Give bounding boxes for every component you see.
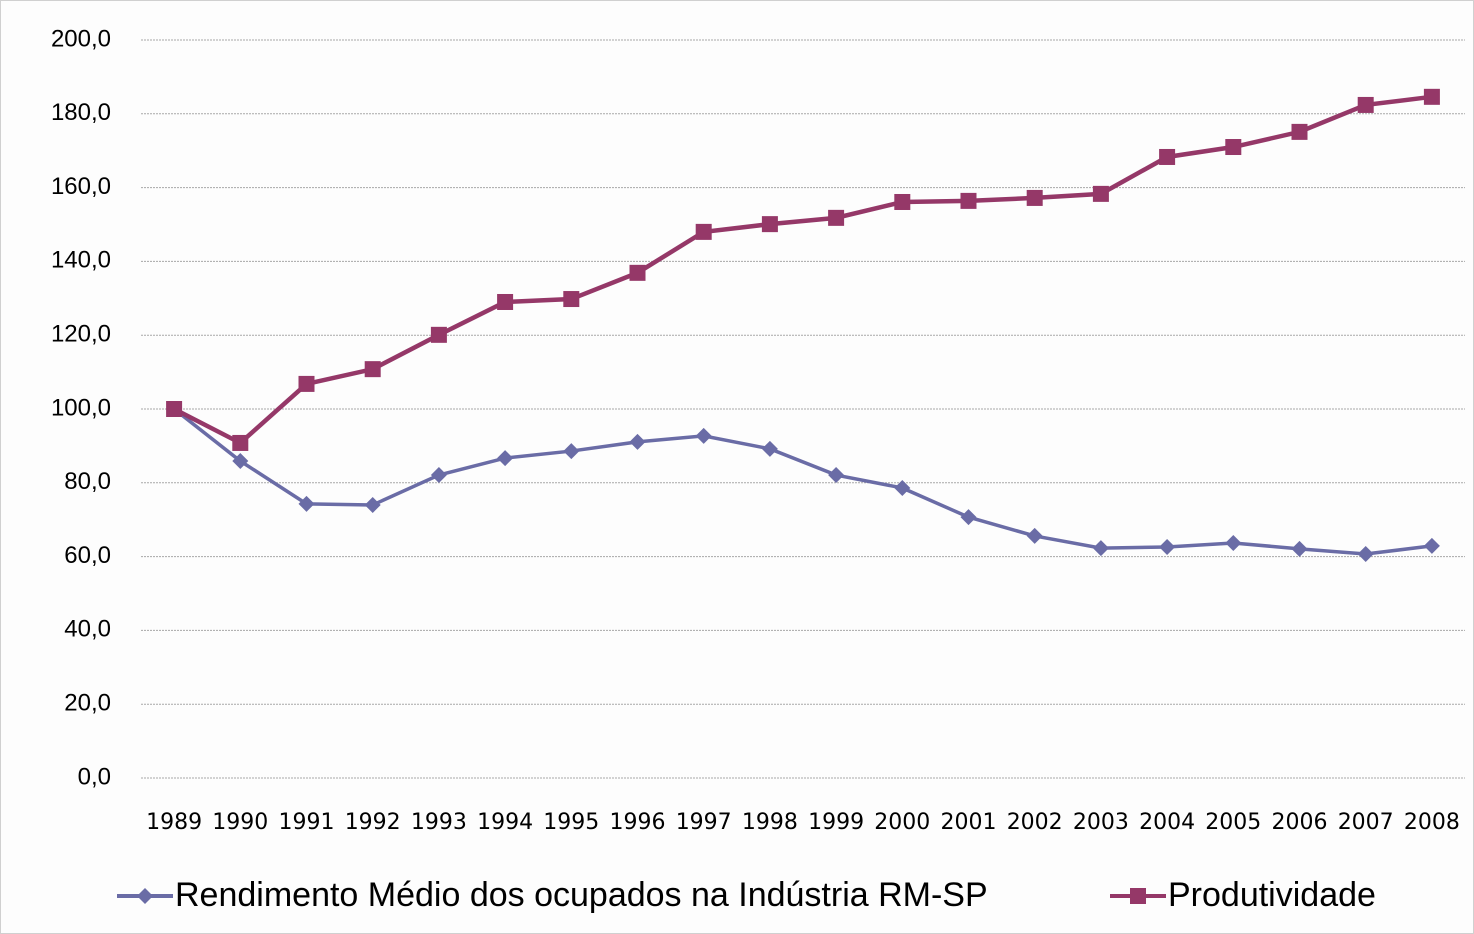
y-tick-label: 20,0	[64, 690, 111, 717]
x-tick-label: 1996	[610, 810, 666, 835]
data-point	[1092, 540, 1109, 557]
data-point	[1291, 123, 1308, 140]
data-point	[695, 427, 712, 444]
data-point	[563, 443, 580, 460]
data-point	[695, 223, 712, 240]
y-tick-label: 0,0	[78, 763, 111, 790]
data-point	[1026, 189, 1043, 206]
y-tick-label: 120,0	[51, 321, 111, 348]
x-tick-label: 2001	[941, 810, 997, 835]
data-point	[1225, 139, 1242, 156]
data-point	[232, 453, 249, 470]
x-tick-label: 1989	[146, 810, 202, 835]
x-tick-label: 2005	[1205, 810, 1261, 835]
x-tick-label: 1995	[543, 810, 599, 835]
y-tick-label: 100,0	[51, 394, 111, 421]
y-tick-label: 180,0	[51, 99, 111, 126]
data-point	[761, 440, 778, 457]
data-point	[960, 509, 977, 526]
data-point	[563, 291, 580, 308]
data-point	[497, 293, 514, 310]
data-point	[894, 479, 911, 496]
legend-marker	[137, 888, 153, 904]
data-point	[232, 434, 249, 451]
data-point	[364, 496, 381, 513]
data-point	[1159, 539, 1176, 556]
x-tick-label: 2000	[874, 810, 930, 835]
data-point	[1026, 527, 1043, 544]
x-tick-label: 2004	[1139, 810, 1195, 835]
data-point	[364, 361, 381, 378]
x-tick-label: 1991	[279, 810, 335, 835]
data-point	[629, 433, 646, 450]
data-point	[298, 495, 315, 512]
data-point	[298, 375, 315, 392]
x-tick-label: 1994	[477, 810, 533, 835]
data-point	[1291, 540, 1308, 557]
data-point	[1159, 148, 1176, 165]
data-point	[894, 193, 911, 210]
x-tick-label: 2007	[1338, 810, 1394, 835]
data-point	[166, 401, 183, 417]
data-point	[1423, 537, 1440, 554]
y-tick-label: 140,0	[51, 247, 111, 274]
data-point	[430, 467, 447, 484]
data-point	[960, 192, 977, 209]
y-tick-label: 80,0	[64, 468, 111, 495]
data-point	[1357, 96, 1374, 113]
y-tick-label: 40,0	[64, 616, 111, 643]
data-point	[761, 216, 778, 233]
data-point	[430, 326, 447, 343]
x-tick-label: 1990	[212, 810, 268, 835]
data-point	[828, 209, 845, 226]
series-line	[173, 94, 1433, 446]
legend-marker	[1130, 888, 1146, 904]
data-point	[629, 264, 646, 281]
data-point	[1225, 534, 1242, 551]
x-tick-label: 2002	[1007, 810, 1063, 835]
x-tick-label: 2008	[1404, 810, 1460, 835]
data-point	[1357, 546, 1374, 563]
data-point	[497, 450, 514, 467]
x-tick-label: 2003	[1073, 810, 1129, 835]
data-point	[1423, 88, 1440, 105]
data-point	[828, 467, 845, 484]
legend-label: Rendimento Médio dos ocupados na Indústr…	[175, 876, 988, 914]
x-tick-label: 1992	[345, 810, 401, 835]
y-tick-label: 60,0	[64, 542, 111, 569]
series-line	[173, 407, 1433, 556]
legend-label: Produtividade	[1168, 876, 1376, 914]
x-tick-label: 1998	[742, 810, 798, 835]
y-tick-label: 200,0	[51, 25, 111, 52]
x-tick-label: 1999	[808, 810, 864, 835]
x-tick-label: 2006	[1272, 810, 1328, 835]
y-tick-label: 160,0	[51, 173, 111, 200]
x-tick-label: 1993	[411, 810, 467, 835]
data-point	[1092, 185, 1109, 202]
x-tick-label: 1997	[676, 810, 732, 835]
